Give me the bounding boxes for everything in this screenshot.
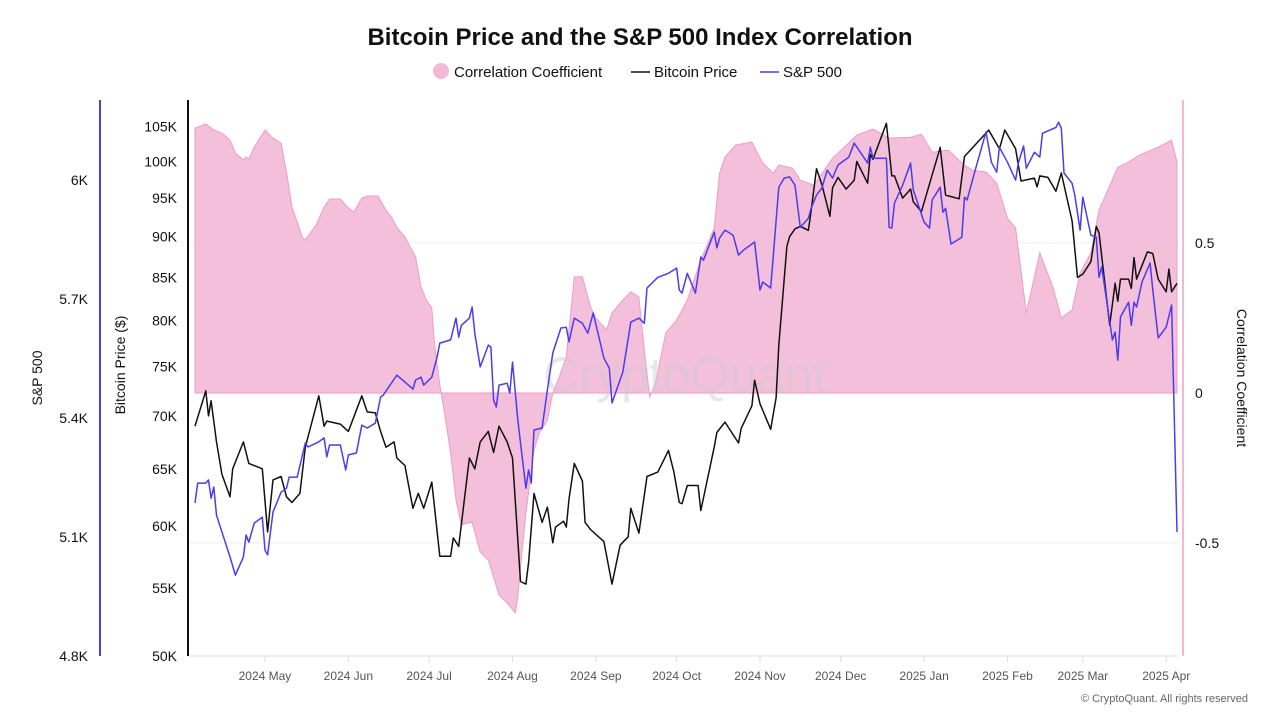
btc-tick-label: 70K: [152, 408, 178, 424]
axis-ticks: 4.8K 5.1K 5.4K 5.7K 6K 50K 55K 60K 65K 70K 75K 80K 8…: [59, 119, 1219, 683]
btc-tick-label: 80K: [152, 313, 178, 329]
sp500-tick-label: 6K: [71, 172, 89, 188]
btc-axis-label: Bitcoin Price ($): [112, 316, 128, 415]
btc-tick-label: 100K: [144, 153, 177, 169]
sp500-line: [194, 121, 1178, 576]
btc-tick-label: 65K: [152, 461, 178, 477]
correlation-area: [194, 123, 1178, 614]
corr-tick-label: 0: [1195, 385, 1203, 401]
x-tick-label: 2024 Nov: [734, 669, 785, 683]
legend-item-sp500[interactable]: S&P 500: [760, 64, 842, 81]
legend-label: S&P 500: [783, 64, 842, 81]
legend: Correlation Coefficient Bitcoin Price S&…: [433, 63, 842, 81]
btc-tick-label: 50K: [152, 648, 178, 664]
legend-label: Correlation Coefficient: [454, 64, 603, 81]
x-tick-label: 2024 Jun: [324, 669, 373, 683]
x-tick-label: 2024 Dec: [815, 669, 866, 683]
legend-circle-icon: [433, 63, 449, 79]
sp500-tick-label: 4.8K: [59, 648, 88, 664]
sp500-tick-label: 5.1K: [59, 529, 88, 545]
x-tick-label: 2025 Feb: [982, 669, 1033, 683]
x-tick-label: 2024 Jul: [406, 669, 451, 683]
btc-tick-label: 105K: [144, 119, 177, 135]
x-tick-label: 2025 Apr: [1142, 669, 1190, 683]
chart-title: Bitcoin Price and the S&P 500 Index Corr…: [367, 24, 912, 51]
x-tick-label: 2024 Sep: [570, 669, 622, 683]
sp500-axis-label: S&P 500: [29, 350, 45, 405]
btc-tick-label: 75K: [152, 359, 178, 375]
btc-tick-label: 55K: [152, 580, 178, 596]
legend-label: Bitcoin Price: [654, 64, 737, 81]
btc-tick-label: 95K: [152, 190, 178, 206]
corr-tick-label: -0.5: [1195, 535, 1219, 551]
legend-item-bitcoin[interactable]: Bitcoin Price: [631, 64, 737, 81]
x-tick-label: 2024 Oct: [652, 669, 701, 683]
x-tick-label: 2025 Mar: [1057, 669, 1108, 683]
btc-tick-label: 60K: [152, 518, 178, 534]
x-tick-label: 2024 May: [239, 669, 292, 683]
corr-axis-label: Correlation Coefficient: [1234, 309, 1250, 447]
sp500-tick-label: 5.7K: [59, 291, 88, 307]
btc-tick-label: 90K: [152, 229, 178, 245]
legend-item-correlation[interactable]: Correlation Coefficient: [433, 63, 603, 81]
sp500-tick-label: 5.4K: [59, 410, 88, 426]
copyright: © CryptoQuant. All rights reserved: [1081, 693, 1248, 705]
bitcoin-price-line: [194, 122, 1178, 585]
corr-tick-label: 0.5: [1195, 235, 1215, 251]
watermark: CryptoQuant: [543, 347, 827, 403]
btc-tick-label: 85K: [152, 269, 178, 285]
x-tick-label: 2024 Aug: [487, 669, 538, 683]
x-tick-label: 2025 Jan: [899, 669, 948, 683]
